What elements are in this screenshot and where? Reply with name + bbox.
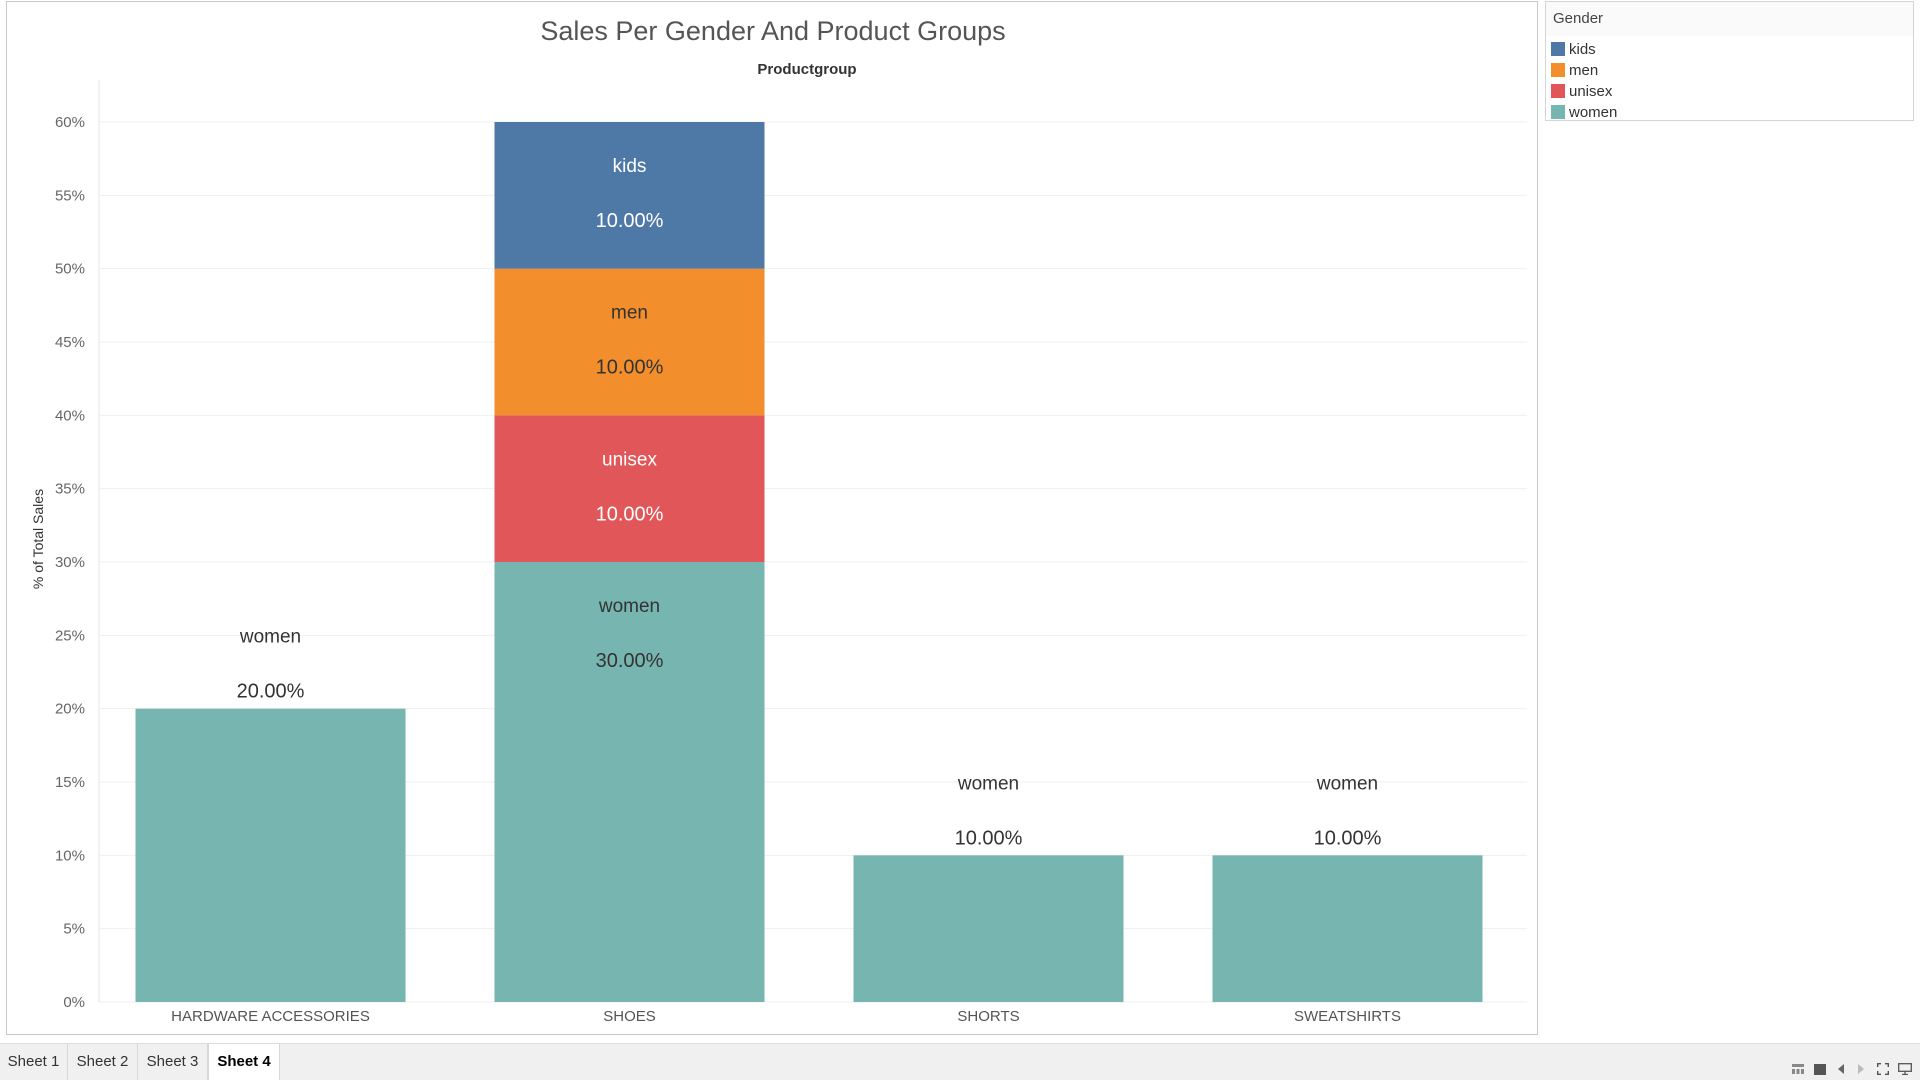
y-tick-label: 40% <box>55 407 85 424</box>
legend-item-women[interactable]: women <box>1551 102 1617 122</box>
tab-sheet-4[interactable]: Sheet 4 <box>208 1044 280 1080</box>
y-tick-label: 30% <box>55 554 85 571</box>
bar-shoes-unisex[interactable] <box>494 415 765 562</box>
stacked-bar-chart: Sales Per Gender And Product Groups Prod… <box>30 16 1527 1025</box>
tab-sheet-1[interactable]: Sheet 1 <box>0 1044 68 1080</box>
legend-swatch-unisex <box>1551 84 1565 98</box>
bar-label-value: 30.00% <box>596 650 664 672</box>
bar-label-value: 10.00% <box>596 503 664 525</box>
bar-shoes-men[interactable] <box>494 268 765 416</box>
x-tick-label: SWEATSHIRTS <box>1294 1008 1401 1025</box>
legend-swatch-men <box>1551 63 1565 77</box>
bar-label-gender: women <box>239 627 301 648</box>
legend-swatch-kids <box>1551 42 1565 56</box>
bar-label-gender: men <box>611 303 648 324</box>
bar-hardware-accessories-women[interactable] <box>135 708 406 1002</box>
legend-title: Gender <box>1546 2 1913 36</box>
legend-item-men[interactable]: men <box>1551 60 1598 80</box>
gridlines <box>98 80 1527 1003</box>
y-tick-label: 5% <box>63 921 85 938</box>
bar-shoes-kids[interactable] <box>494 122 765 269</box>
bar-sweatshirts-women[interactable] <box>1212 855 1483 1002</box>
x-tick-label: SHOES <box>603 1008 656 1025</box>
bar-labels: women 20.00% women 30.00% unisex 10.00% men 10.… <box>237 156 1382 849</box>
y-tick-label: 45% <box>55 334 85 351</box>
column-header-productgroup: Productgroup <box>757 61 856 78</box>
legend-label: unisex <box>1569 82 1613 100</box>
bar-label-value: 10.00% <box>596 210 664 232</box>
y-tick-label: 55% <box>55 187 85 204</box>
sheet-tab-bar: Sheet 1 Sheet 2 Sheet 3 Sheet 4 <box>0 1043 1920 1080</box>
bar-label-gender: kids <box>613 156 647 177</box>
y-axis-label: % of Total Sales <box>30 489 46 589</box>
y-tick-label: 20% <box>55 701 85 718</box>
bar-shorts-women[interactable] <box>853 855 1124 1002</box>
y-tick-label: 35% <box>55 481 85 498</box>
chart-title: Sales Per Gender And Product Groups <box>540 16 1005 46</box>
x-tick-label: HARDWARE ACCESSORIES <box>171 1008 370 1025</box>
y-axis-ticks: 0% 5% 10% 15% 20% 25% 30% 35% 40% 45% 50% 55% 60% <box>55 114 85 1011</box>
legend-gender: Gender kids men unisex women <box>1545 1 1914 121</box>
show-tabs-icon[interactable] <box>1813 1062 1827 1076</box>
y-tick-label: 0% <box>63 994 85 1011</box>
presentation-mode-icon[interactable] <box>1897 1062 1913 1076</box>
chart-area: Sales Per Gender And Product Groups Prod… <box>6 1 1538 1035</box>
bars[interactable] <box>135 122 1483 1002</box>
next-sheet-icon[interactable] <box>1855 1062 1867 1076</box>
y-tick-label: 25% <box>55 627 85 644</box>
legend-item-unisex[interactable]: unisex <box>1551 81 1612 101</box>
bar-label-value: 10.00% <box>596 357 664 379</box>
x-axis-ticks: HARDWARE ACCESSORIES SHOES SHORTS SWEATSHIR… <box>171 1008 1401 1025</box>
y-tick-label: 60% <box>55 114 85 131</box>
tab-sheet-2[interactable]: Sheet 2 <box>68 1044 138 1080</box>
y-tick-label: 15% <box>55 774 85 791</box>
previous-sheet-icon[interactable] <box>1835 1062 1847 1076</box>
x-tick-label: SHORTS <box>957 1008 1019 1025</box>
fullscreen-icon[interactable] <box>1876 1062 1890 1076</box>
legend-swatch-women <box>1551 105 1565 119</box>
legend-item-kids[interactable]: kids <box>1551 39 1596 59</box>
bar-label-value: 10.00% <box>955 827 1023 849</box>
bar-label-gender: women <box>1316 773 1378 794</box>
bar-label-gender: women <box>957 773 1019 794</box>
y-tick-label: 50% <box>55 261 85 278</box>
show-filmstrip-icon[interactable] <box>1791 1062 1805 1076</box>
bar-label-value: 20.00% <box>237 681 305 703</box>
legend-label: kids <box>1569 40 1596 58</box>
legend-label: women <box>1569 103 1618 121</box>
bar-label-value: 10.00% <box>1314 827 1382 849</box>
bar-shoes-women[interactable] <box>494 562 765 1002</box>
legend-label: men <box>1569 61 1599 79</box>
bar-label-gender: women <box>598 596 660 617</box>
tab-sheet-3[interactable]: Sheet 3 <box>138 1044 208 1080</box>
y-tick-label: 10% <box>55 847 85 864</box>
bar-label-gender: unisex <box>602 449 657 470</box>
